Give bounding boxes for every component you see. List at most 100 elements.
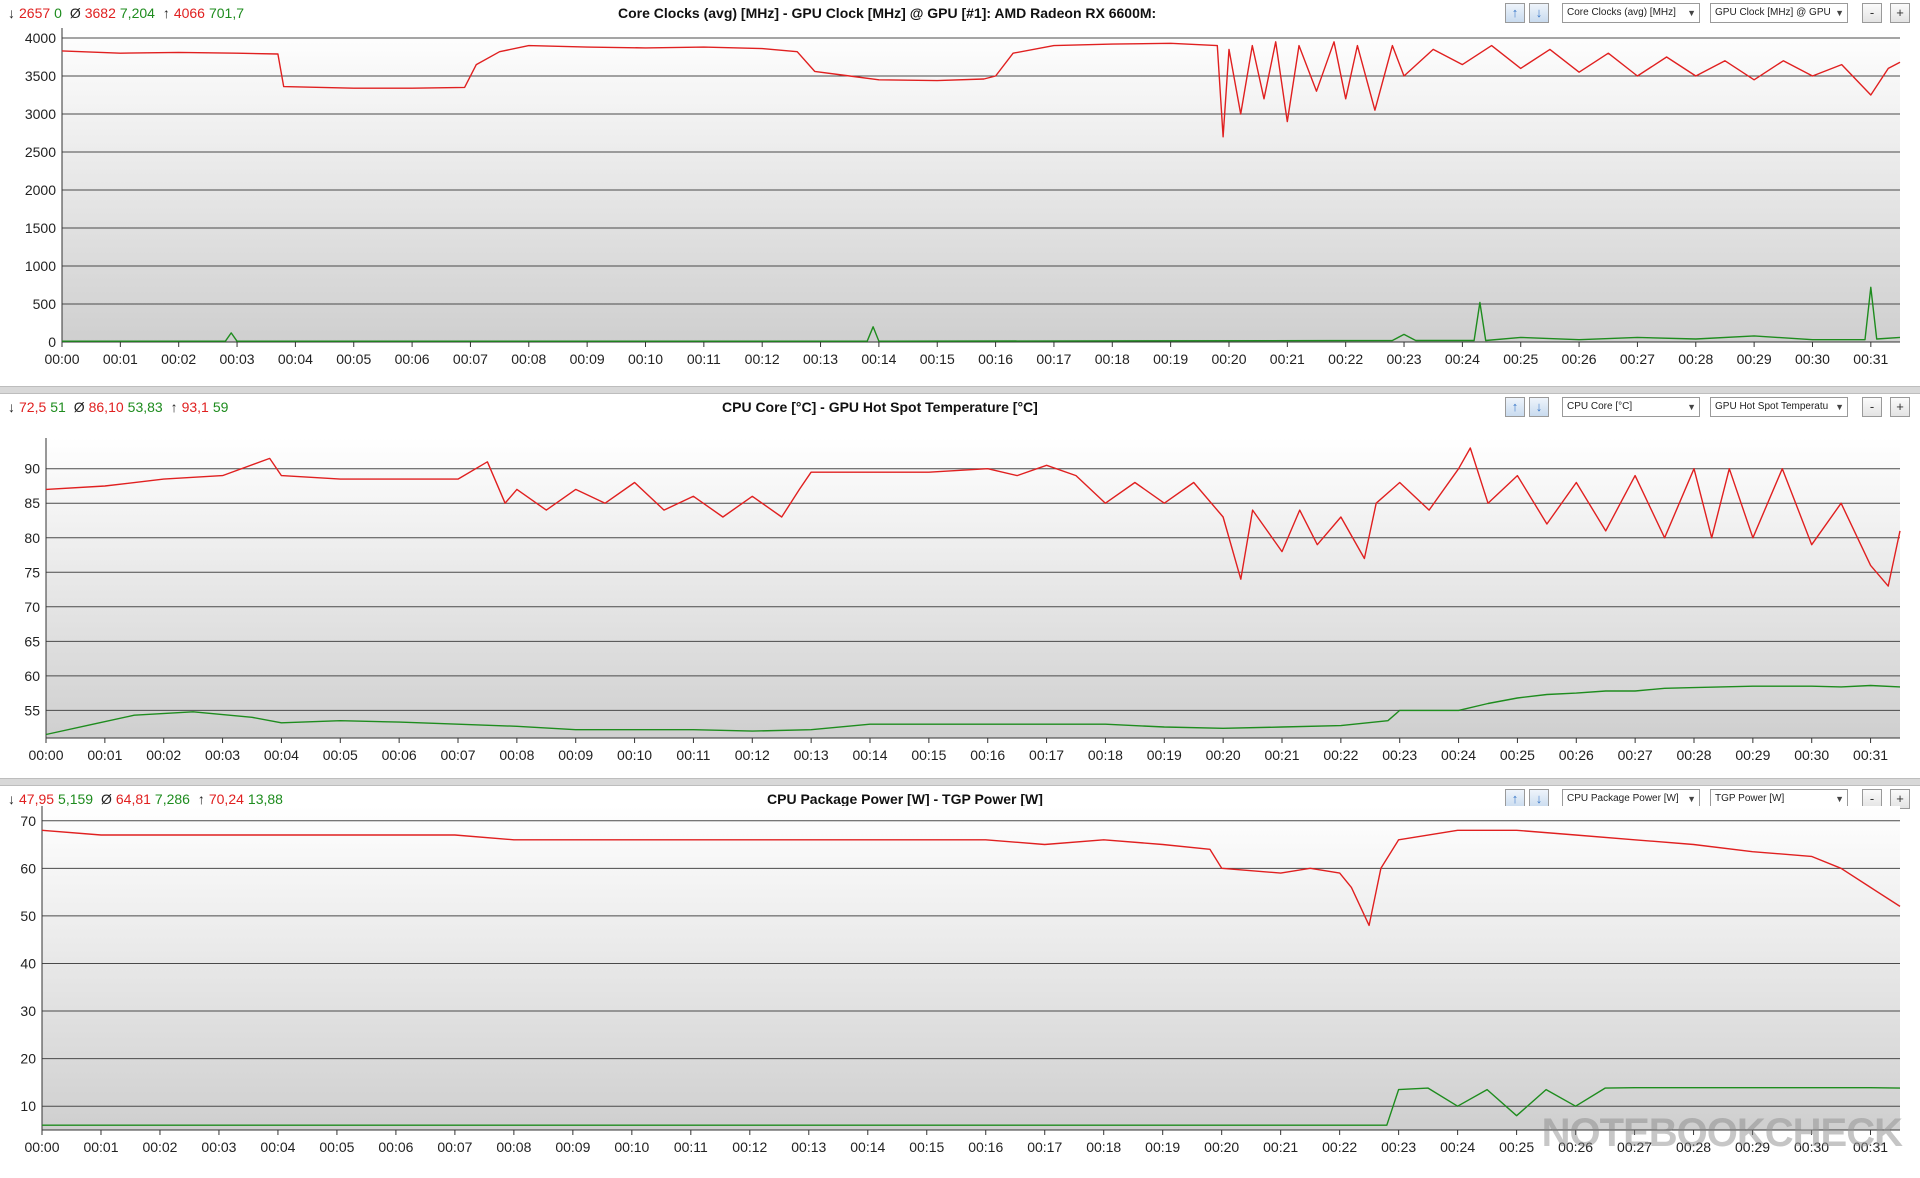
x-tick-label: 00:21 (1264, 747, 1299, 763)
y-tick-label: 80 (24, 530, 40, 546)
chart-title: Core Clocks (avg) [MHz] - GPU Clock [MHz… (618, 5, 1157, 21)
y-tick-label: 60 (24, 668, 40, 684)
max-green: 701,7 (208, 5, 245, 21)
x-tick-label: 00:22 (1328, 351, 1363, 367)
x-tick-label: 00:23 (1381, 1139, 1416, 1155)
x-tick-label: 00:07 (453, 351, 488, 367)
move-up-button[interactable]: ↑ (1505, 789, 1525, 809)
x-tick-label: 00:25 (1500, 747, 1535, 763)
series-1-select-value: CPU Core [°C] (1567, 401, 1633, 412)
x-tick-label: 00:01 (87, 747, 122, 763)
x-tick-label: 00:19 (1147, 747, 1182, 763)
x-tick-label: 00:27 (1618, 747, 1653, 763)
x-tick-label: 00:05 (323, 747, 358, 763)
chevron-down-icon: ▼ (1687, 8, 1696, 18)
min-green: 51 (50, 399, 66, 415)
x-tick-label: 00:18 (1086, 1139, 1121, 1155)
x-tick-label: 00:16 (970, 747, 1005, 763)
x-tick-label: 00:05 (319, 1139, 354, 1155)
x-tick-label: 00:02 (146, 747, 181, 763)
x-tick-label: 00:00 (24, 1139, 59, 1155)
x-tick-label: 00:01 (103, 351, 138, 367)
avg-green: 7,286 (154, 791, 190, 807)
x-tick-label: 00:05 (336, 351, 371, 367)
x-tick-label: 00:08 (499, 747, 534, 763)
x-tick-label: 00:12 (745, 351, 780, 367)
min-red: 2657 (19, 5, 51, 21)
min-arrow: ↓ (8, 791, 15, 807)
plot-area (62, 28, 1900, 342)
min-green: 0 (54, 5, 62, 21)
x-tick-label: 00:25 (1499, 1139, 1534, 1155)
x-tick-label: 00:16 (978, 351, 1013, 367)
x-tick-label: 00:31 (1853, 747, 1888, 763)
chart-title: CPU Package Power [W] - TGP Power [W] (767, 791, 1043, 807)
max-red: 93,1 (181, 399, 209, 415)
series-2-select[interactable]: GPU Clock [MHz] @ GPU ▼ (1710, 3, 1848, 23)
x-tick-label: 00:08 (496, 1139, 531, 1155)
x-tick-label: 00:26 (1558, 1139, 1593, 1155)
x-tick-label: 00:17 (1027, 1139, 1062, 1155)
x-tick-label: 00:12 (732, 1139, 767, 1155)
x-tick-label: 00:28 (1678, 351, 1713, 367)
x-tick-label: 00:12 (735, 747, 770, 763)
series-line-red (41, 829, 1901, 927)
x-tick-label: 00:10 (617, 747, 652, 763)
panel-divider (0, 778, 1920, 786)
collapse-button[interactable]: - (1862, 3, 1882, 23)
y-tick-label: 2500 (25, 144, 56, 160)
y-tick-label: 30 (20, 1003, 36, 1019)
chevron-down-icon: ▼ (1835, 402, 1844, 412)
x-tick-label: 00:09 (555, 1139, 590, 1155)
y-tick-label: 85 (24, 495, 40, 511)
x-tick-label: 00:17 (1029, 747, 1064, 763)
series-1-select[interactable]: CPU Core [°C] ▼ (1562, 397, 1700, 417)
chevron-down-icon: ▼ (1835, 8, 1844, 18)
x-tick-label: 00:24 (1445, 351, 1480, 367)
x-tick-label: 00:15 (920, 351, 955, 367)
x-tick-label: 00:28 (1676, 747, 1711, 763)
y-tick-label: 20 (20, 1051, 36, 1067)
max-green: 59 (212, 399, 229, 415)
move-down-button[interactable]: ↓ (1529, 3, 1549, 23)
x-tick-label: 00:23 (1387, 351, 1422, 367)
collapse-button[interactable]: - (1862, 397, 1882, 417)
x-tick-label: 00:11 (687, 351, 721, 367)
expand-button[interactable]: + (1890, 397, 1910, 417)
x-tick-label: 00:20 (1204, 1139, 1239, 1155)
y-tick-label: 65 (24, 633, 40, 649)
x-tick-label: 00:27 (1620, 351, 1655, 367)
chevron-down-icon: ▼ (1835, 794, 1844, 804)
x-tick-label: 00:02 (161, 351, 196, 367)
max-arrow: ↑ (197, 791, 205, 807)
y-tick-label: 3500 (25, 68, 56, 84)
max-arrow: ↑ (170, 399, 178, 415)
avg-symbol: Ø (73, 399, 85, 415)
avg-red: 3682 (84, 5, 116, 21)
x-tick-label: 00:24 (1440, 1139, 1475, 1155)
series-2-select-value: GPU Hot Spot Temperatu (1715, 401, 1829, 412)
series-1-select[interactable]: Core Clocks (avg) [MHz] ▼ (1562, 3, 1700, 23)
avg-symbol: Ø (100, 791, 112, 807)
x-tick-label: 00:23 (1382, 747, 1417, 763)
x-tick-label: 00:31 (1853, 351, 1888, 367)
x-tick-label: 00:30 (1795, 351, 1830, 367)
expand-button[interactable]: + (1890, 3, 1910, 23)
x-tick-label: 00:08 (511, 351, 546, 367)
x-tick-label: 00:03 (201, 1139, 236, 1155)
x-tick-label: 00:20 (1211, 351, 1246, 367)
move-up-button[interactable]: ↑ (1505, 3, 1525, 23)
x-tick-label: 00:07 (440, 747, 475, 763)
series-2-select[interactable]: GPU Hot Spot Temperatu ▼ (1710, 397, 1848, 417)
x-tick-label: 00:26 (1559, 747, 1594, 763)
y-tick-label: 90 (24, 461, 40, 477)
x-tick-label: 00:18 (1088, 747, 1123, 763)
y-tick-label: 70 (24, 599, 40, 615)
x-tick-label: 00:20 (1206, 747, 1241, 763)
x-tick-label: 00:14 (850, 1139, 885, 1155)
move-up-button[interactable]: ↑ (1505, 397, 1525, 417)
x-tick-label: 00:31 (1853, 1139, 1888, 1155)
avg-green: 7,204 (119, 5, 155, 21)
avg-green: 53,83 (127, 399, 163, 415)
move-down-button[interactable]: ↓ (1529, 397, 1549, 417)
